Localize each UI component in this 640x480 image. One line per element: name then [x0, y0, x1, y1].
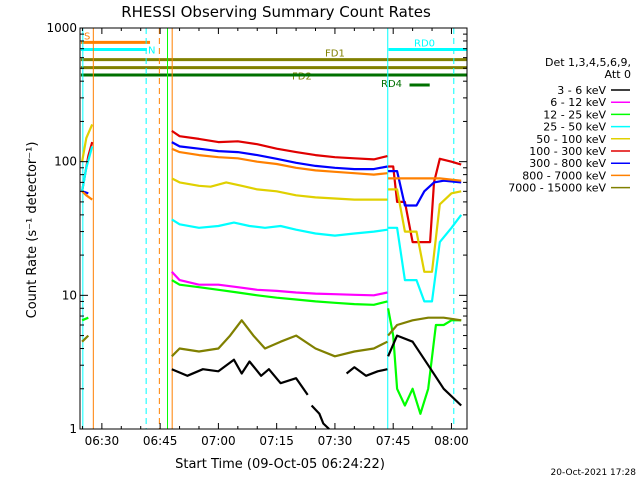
series-line — [81, 334, 90, 343]
legend-header-line2: Att 0 — [605, 68, 631, 81]
series-line — [171, 129, 388, 161]
x-tick-label: 07:45 — [376, 434, 411, 448]
series-line — [310, 404, 330, 430]
legend-label: 50 - 100 keV — [536, 133, 606, 146]
series-line — [388, 170, 462, 207]
y-axis-label: Count Rate (s⁻¹ detector⁻¹) — [25, 142, 40, 319]
y-tick-label: 10 — [62, 288, 77, 302]
series-3-6-kev — [171, 334, 462, 430]
footer-date: 20-Oct-2021 17:28 — [551, 468, 637, 478]
series-6-12-kev — [170, 271, 388, 297]
series-line — [171, 177, 388, 201]
flag-label: RD4 — [381, 79, 402, 90]
series-line — [387, 334, 462, 407]
x-tick-label: 06:45 — [143, 434, 178, 448]
legend-label: 3 - 6 keV — [557, 84, 606, 97]
legend-label: 25 - 50 keV — [543, 121, 606, 134]
series-line — [171, 358, 309, 396]
flag-label: S — [84, 31, 90, 42]
flag-label: N — [148, 46, 155, 57]
series-12-25-kev — [81, 279, 462, 415]
legend-label: 100 - 300 keV — [529, 145, 606, 158]
x-tick-label: 07:00 — [201, 434, 236, 448]
series-line — [170, 271, 388, 297]
flag-label: RD0 — [414, 39, 435, 50]
y-tick-label: 1000 — [46, 21, 77, 35]
legend-label: 300 - 800 keV — [529, 157, 606, 170]
series-line — [387, 308, 462, 415]
axes: 06:30 06:45 07:00 07:15 07:30 07:45 08:00 1 10 10… — [46, 21, 468, 448]
series-50-100-kev — [81, 123, 462, 273]
series-lines — [81, 123, 463, 430]
legend-label: 800 - 7000 keV — [522, 169, 606, 182]
legend-label: 7000 - 15000 keV — [508, 182, 606, 195]
series-line — [388, 214, 463, 303]
series-25-50-kev — [81, 146, 463, 303]
chart-title: RHESSI Observing Summary Count Rates — [121, 3, 431, 21]
series-line — [388, 177, 462, 182]
series-line — [388, 188, 462, 273]
series-line — [345, 366, 388, 377]
legend-label: 12 - 25 keV — [543, 108, 606, 121]
legend-label: 6 - 12 keV — [550, 96, 606, 109]
flag-bars: S N FD1 FD2 RD0 RD4 — [80, 31, 467, 90]
y-tick-label: 100 — [54, 155, 77, 169]
series-line — [171, 319, 388, 358]
series-line — [387, 316, 462, 337]
series-line — [171, 279, 388, 306]
series-line — [81, 146, 94, 192]
x-tick-label: 07:30 — [318, 434, 353, 448]
series-line — [171, 141, 388, 171]
x-axis-label: Start Time (09-Oct-05 06:24:22) — [175, 457, 385, 472]
x-tick-label: 06:30 — [85, 434, 120, 448]
series-line — [171, 147, 388, 176]
x-tick-label: 07:15 — [259, 434, 294, 448]
series-line — [81, 316, 89, 322]
flag-label: FD1 — [325, 49, 345, 60]
legend-header-line1: Det 1,3,4,5,6,9, — [545, 56, 631, 69]
series-800-7000-kev — [81, 147, 462, 201]
series-line — [81, 123, 94, 162]
series-line — [171, 218, 388, 237]
series-line — [81, 190, 93, 201]
plot-frame — [79, 27, 468, 430]
series-7000-15000-kev — [81, 316, 462, 358]
x-tick-label: 08:00 — [434, 434, 469, 448]
flag-label: FD2 — [292, 72, 312, 83]
vertical-markers — [82, 28, 455, 429]
y-tick-label: 1 — [69, 422, 77, 436]
